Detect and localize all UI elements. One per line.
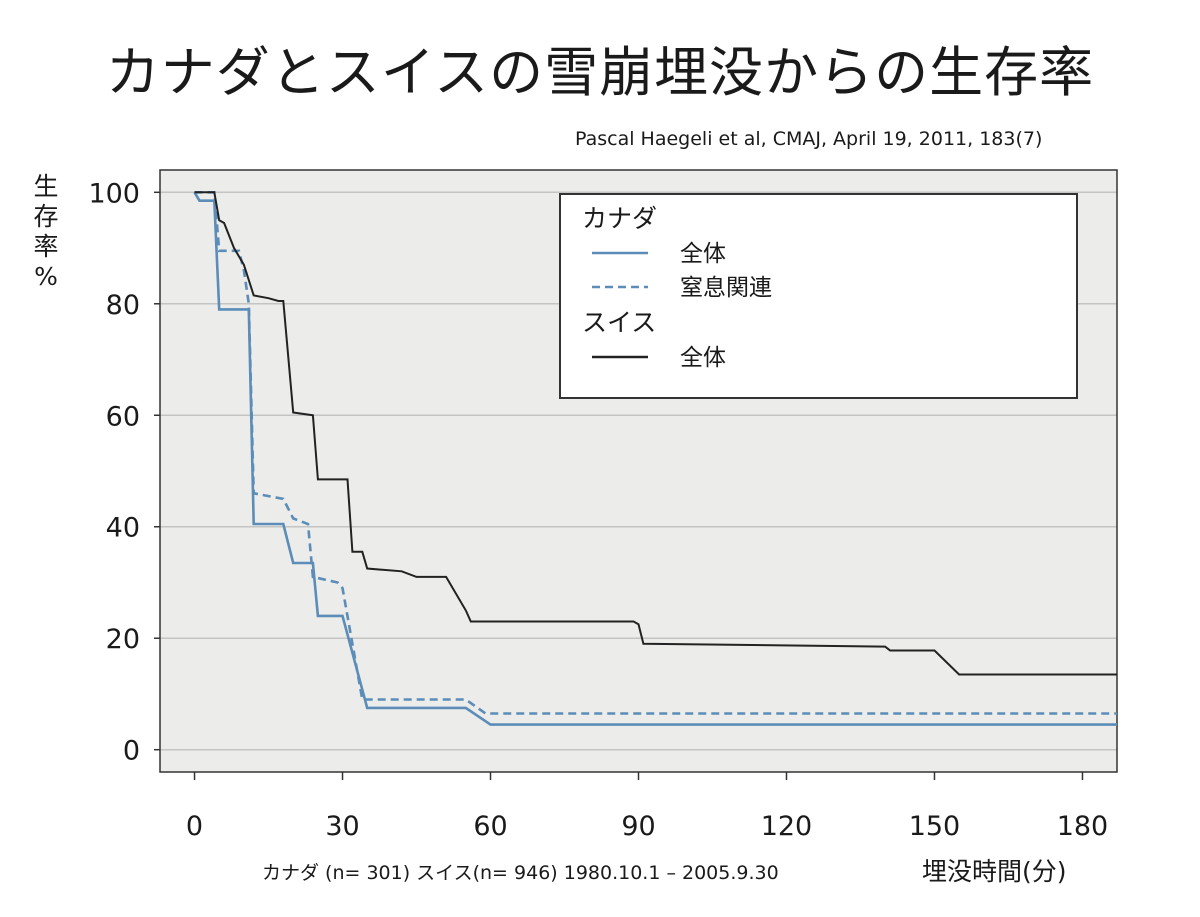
y-tick-label: 100 [88, 178, 140, 209]
y-axis-label: 生 存 率 % [26, 172, 66, 292]
y-tick-label: 40 [106, 513, 140, 544]
y-tick-label: 60 [106, 401, 140, 432]
y-tick-label: 80 [106, 290, 140, 321]
footnote: カナダ (n= 301) スイス(n= 946) 1980.10.1 – 200… [262, 862, 779, 884]
y-axis-label-char: 生 [33, 172, 59, 201]
legend-heading: カナダ [582, 204, 657, 233]
citation: Pascal Haegeli et al, CMAJ, April 19, 20… [575, 128, 1043, 150]
x-tick-label: 180 [1057, 811, 1109, 842]
x-tick-label: 60 [473, 811, 507, 842]
x-axis-label: 埋没時間(分) [922, 857, 1067, 886]
series-line [194, 191, 1117, 676]
y-tick-label: 20 [106, 624, 140, 655]
legend-entry-label: 全体 [680, 241, 726, 267]
series-line [193, 191, 1117, 726]
y-axis-label-char: % [34, 262, 58, 291]
series-line [194, 191, 1117, 715]
y-axis-label-char: 率 [33, 232, 59, 261]
y-tick-label: 0 [123, 736, 140, 767]
plot-frame [159, 169, 1118, 773]
x-tick-label: 0 [186, 811, 203, 842]
chart-title: カナダとスイスの雪崩埋没からの生存率 [105, 41, 1095, 104]
legend-heading: スイス [582, 308, 656, 337]
x-tick-label: 90 [621, 811, 655, 842]
x-tick-label: 120 [761, 811, 813, 842]
y-axis-label-char: 存 [33, 202, 59, 231]
legend-box [559, 193, 1078, 399]
x-tick-label: 30 [325, 811, 359, 842]
x-tick-label: 150 [909, 811, 961, 842]
legend-entry-label: 全体 [680, 345, 726, 371]
legend-entry-label: 窒息関連 [680, 275, 772, 301]
